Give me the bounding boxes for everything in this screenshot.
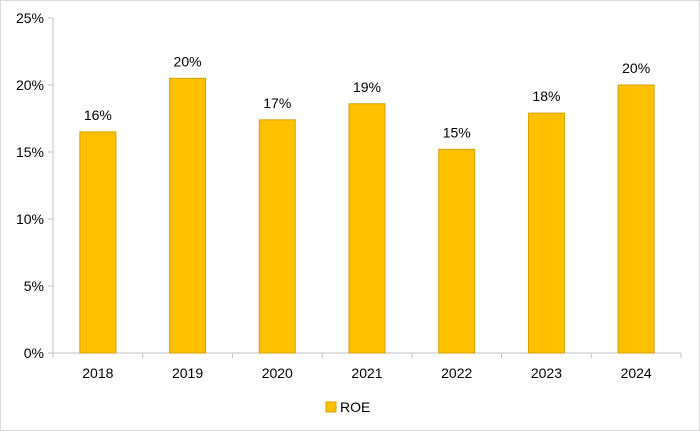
y-tick-label: 5% xyxy=(24,278,44,294)
bar-2020 xyxy=(258,119,296,354)
bar-2022 xyxy=(438,148,476,354)
x-tick-label: 2020 xyxy=(262,365,293,381)
bar-2024 xyxy=(617,84,655,354)
x-tick-label: 2024 xyxy=(621,365,652,381)
data-label-2021: 19% xyxy=(353,79,381,95)
x-tick-label: 2023 xyxy=(531,365,562,381)
y-tick-label: 0% xyxy=(24,345,44,361)
x-tick-label: 2018 xyxy=(82,365,113,381)
bars-group xyxy=(79,77,655,354)
y-tick-label: 15% xyxy=(16,144,44,160)
legend-swatch-roe xyxy=(325,401,337,413)
y-tick-label: 20% xyxy=(16,77,44,93)
x-tick-label: 2021 xyxy=(351,365,382,381)
data-label-2019: 20% xyxy=(174,53,202,69)
y-tick-label: 25% xyxy=(16,10,44,26)
data-label-2022: 15% xyxy=(443,124,471,140)
y-axis: 0% 5% 10% 15% 20% 25% xyxy=(16,10,54,361)
x-axis: 2018 2019 2020 2021 2022 2023 2024 xyxy=(52,352,682,381)
bar-2021 xyxy=(348,103,386,354)
y-tick-label: 10% xyxy=(16,211,44,227)
data-label-2020: 17% xyxy=(263,95,291,111)
bar-2018 xyxy=(79,131,117,354)
x-tick-label: 2019 xyxy=(172,365,203,381)
data-label-2024: 20% xyxy=(622,60,650,76)
data-label-2023: 18% xyxy=(532,88,560,104)
legend-label-roe: ROE xyxy=(340,399,370,415)
x-tick-label: 2022 xyxy=(441,365,472,381)
data-label-2018: 16% xyxy=(84,107,112,123)
data-labels-group: 16% 20% 17% 19% 15% 18% 20% xyxy=(84,53,650,140)
bar-2019 xyxy=(169,77,207,354)
bar-2023 xyxy=(527,112,565,354)
legend: ROE xyxy=(325,399,370,415)
